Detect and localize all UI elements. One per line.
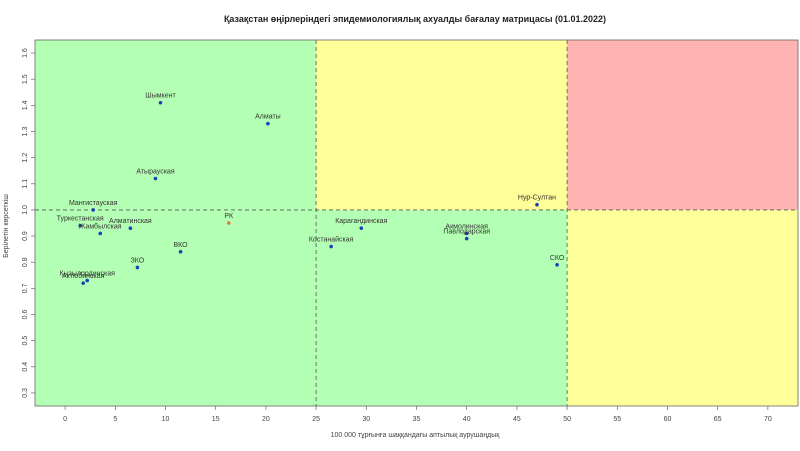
data-points: Шымкент Алматы Атырауская Нур-Султан Мангист…: [57, 93, 565, 285]
y-tick-label: 0.4: [22, 362, 29, 372]
point-label: Карагандинская: [335, 218, 387, 225]
point-label: ВКО: [174, 242, 189, 249]
point-label: Жамбылская: [79, 222, 122, 230]
x-tick-label: 30: [362, 416, 370, 423]
x-tick-label: 40: [463, 416, 471, 423]
point-label: Атырауская: [136, 169, 174, 176]
x-tick-label: 35: [413, 416, 421, 423]
point-label: Шымкент: [145, 93, 176, 100]
y-tick-label: 0.5: [22, 336, 29, 346]
x-tick-label: 55: [613, 416, 621, 423]
data-point: [226, 221, 231, 225]
point-label: СКО: [550, 255, 565, 262]
x-axis-label: 100 000 тұрғынға шаққандағы аптылық ауру…: [331, 432, 501, 439]
x-tick-label: 0: [63, 416, 67, 423]
data-point: [535, 202, 539, 207]
data-point: [135, 265, 140, 270]
x-tick-label: 25: [312, 416, 320, 423]
point-label: Кызылординская: [60, 271, 116, 278]
y-tick-label: 1.2: [22, 153, 29, 163]
data-point: [85, 278, 90, 283]
data-point: [464, 231, 469, 236]
data-point: [78, 223, 82, 228]
x-tick-label: 5: [113, 416, 117, 423]
data-point: [178, 249, 183, 254]
data-point: [464, 236, 469, 241]
chart-title: Қазақстан өңірлеріндегі эпидемиологиялық…: [224, 14, 606, 24]
x-tick-label: 10: [162, 416, 170, 423]
y-tick-label: 0.6: [22, 310, 29, 320]
point-label: Туркестанская: [57, 216, 104, 223]
risk-zones: [35, 40, 798, 406]
x-tick-label: 70: [764, 416, 772, 423]
threshold-lines: [35, 40, 798, 406]
zone-yellow-bottom: [567, 209, 798, 406]
y-tick-label: 1.0: [22, 205, 29, 215]
y-tick-label: 1.1: [22, 179, 29, 189]
x-axis: 0 5 10 15 20 25 30 35 40 45 50 55 60 65 70: [63, 406, 772, 423]
y-tick-label: 1.6: [22, 48, 29, 58]
zone-green-top: [35, 40, 317, 210]
y-tick-label: 0.3: [22, 388, 29, 398]
point-label: Алматы: [255, 114, 281, 121]
data-point: [555, 263, 559, 267]
point-label: Павлодарская: [443, 229, 490, 236]
data-point: [359, 226, 364, 231]
y-tick-label: 1.4: [22, 100, 29, 110]
point-label: РК: [224, 213, 234, 220]
point-label: ЗКО: [131, 257, 145, 264]
y-tick-label: 1.3: [22, 127, 29, 137]
data-point: [81, 281, 85, 285]
data-point: [91, 208, 96, 212]
point-label: Мангистауская: [69, 200, 118, 207]
point-label: Костанайская: [309, 236, 354, 244]
x-tick-label: 65: [714, 416, 722, 423]
y-tick-label: 0.7: [22, 283, 29, 293]
data-point: [98, 231, 103, 236]
data-point: [153, 176, 158, 181]
data-point: [329, 244, 333, 249]
x-tick-label: 15: [212, 416, 220, 423]
y-tick-label: 0.8: [22, 257, 29, 267]
point-label: Нур-Султан: [518, 195, 556, 202]
data-point: [158, 100, 163, 105]
zone-red: [567, 40, 798, 210]
x-tick-label: 20: [262, 416, 270, 423]
point-label: Акмолинская: [445, 223, 488, 230]
zone-green-bottom: [35, 209, 568, 406]
data-point: [128, 226, 133, 231]
zone-yellow-top: [316, 40, 568, 210]
y-tick-label: 1.5: [22, 74, 29, 84]
y-axis: 0.3 0.4 0.5 0.6 0.7 0.8 0.9 1.0 1.1 1.2 1.3 1.4 1.5 1…: [22, 48, 35, 398]
point-label: Алматинская: [109, 218, 152, 225]
x-tick-label: 60: [664, 416, 672, 423]
x-tick-label: 45: [513, 416, 521, 423]
y-axis-label: Берілетін көрсеткіш: [2, 194, 10, 258]
data-point: [266, 121, 270, 126]
x-tick-label: 50: [563, 416, 571, 423]
point-label: Актюбинская: [62, 272, 105, 280]
y-tick-label: 0.9: [22, 231, 29, 241]
